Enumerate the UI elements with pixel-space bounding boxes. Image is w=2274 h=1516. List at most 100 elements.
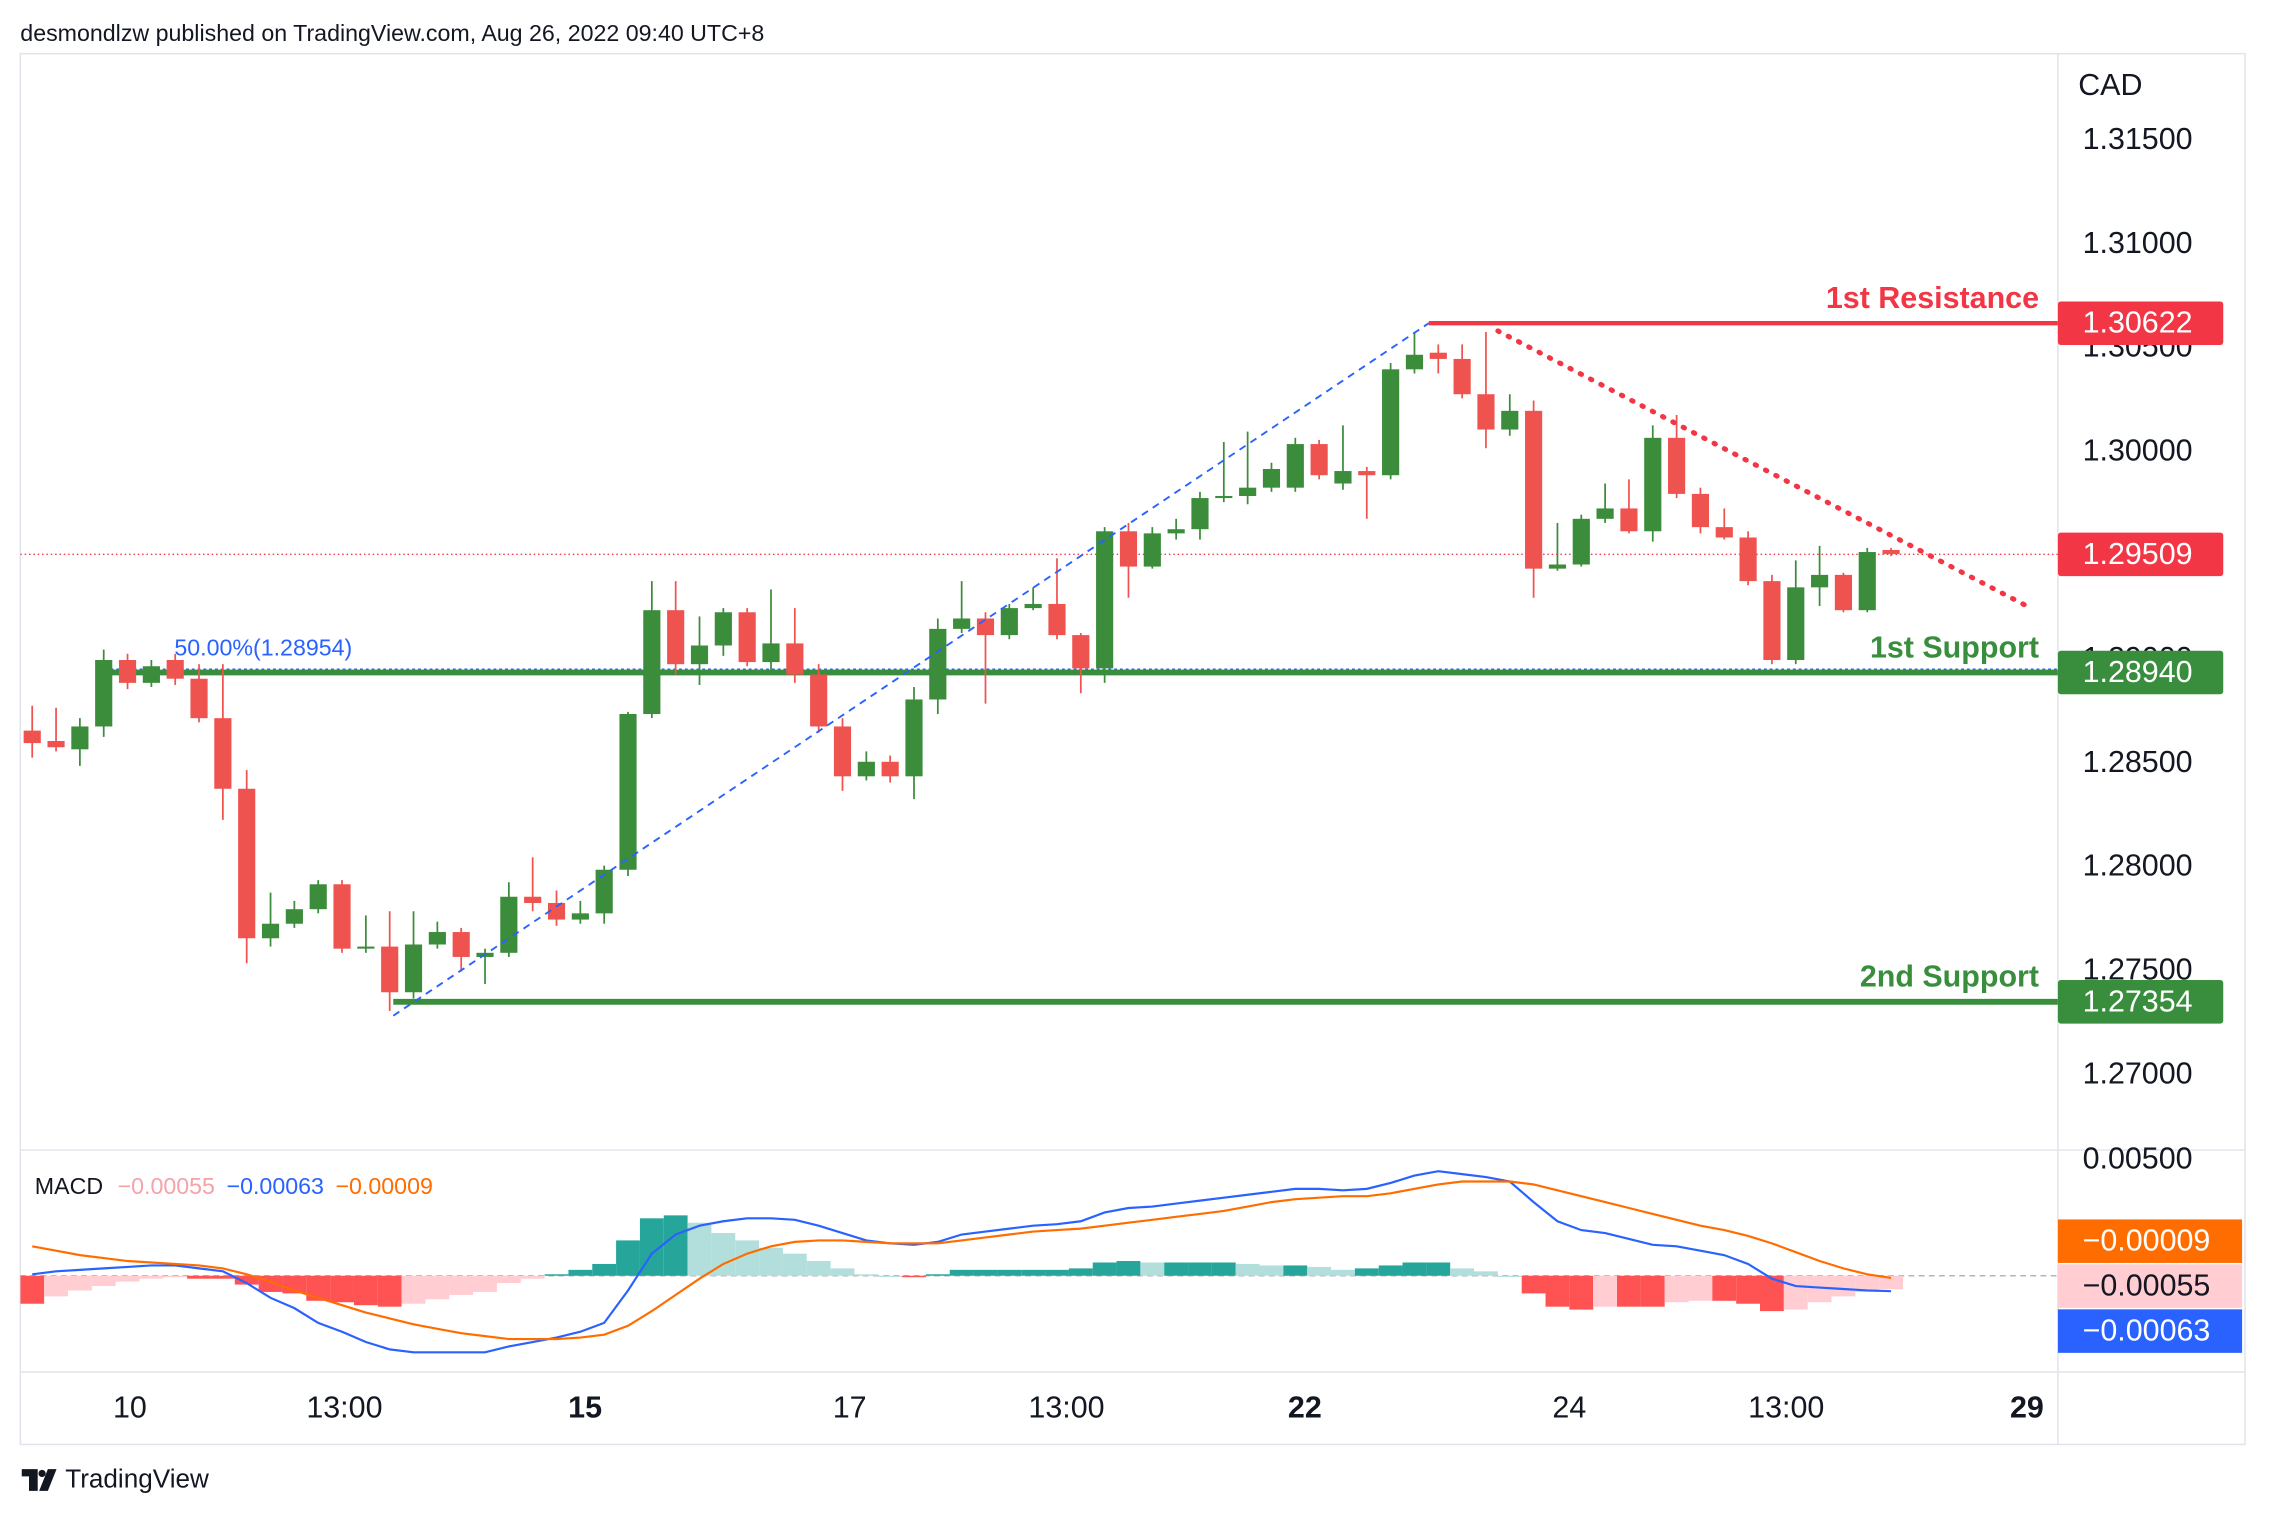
x-tick-label: 10 xyxy=(113,1391,147,1425)
candle-body xyxy=(1858,552,1876,611)
histogram-bar xyxy=(1688,1275,1713,1301)
x-tick-label: 13:00 xyxy=(1748,1391,1824,1425)
histogram-bar xyxy=(1593,1275,1618,1307)
candle-body xyxy=(1048,603,1066,636)
price-label-box xyxy=(2057,532,2224,577)
candle-body xyxy=(214,718,232,789)
candle-body xyxy=(1668,437,1686,494)
candle-body xyxy=(738,612,756,663)
histogram-bar xyxy=(973,1269,998,1276)
candle-body xyxy=(547,902,566,920)
candle-body xyxy=(595,869,613,914)
histogram-bar xyxy=(1664,1275,1689,1303)
histogram-bar xyxy=(878,1275,903,1277)
histogram-bar xyxy=(425,1275,450,1300)
candle-body xyxy=(500,896,518,953)
histogram-bar xyxy=(1521,1275,1546,1294)
macd-title: MACD xyxy=(35,1173,103,1199)
chart-frame xyxy=(19,52,2246,1446)
macd-pane xyxy=(20,1170,2058,1354)
candle-body xyxy=(1811,574,1829,588)
candle-body xyxy=(428,932,446,945)
histogram-bar xyxy=(997,1269,1022,1276)
candle-body xyxy=(452,932,470,957)
histogram-bar xyxy=(925,1274,950,1276)
candle-body xyxy=(1834,574,1853,611)
histogram-bar xyxy=(830,1268,855,1276)
histogram-bar xyxy=(520,1275,545,1279)
histogram-bar xyxy=(353,1275,378,1306)
candle-body xyxy=(190,678,208,719)
candle-body xyxy=(524,896,542,903)
histogram-bar xyxy=(1450,1268,1475,1276)
candle-body xyxy=(1501,410,1519,430)
histogram-bar xyxy=(1164,1262,1189,1276)
legend-value: −0.00063 xyxy=(227,1173,324,1199)
histogram-bar xyxy=(330,1275,354,1303)
histogram-bar xyxy=(1045,1269,1069,1276)
candle-body xyxy=(905,699,923,777)
histogram-bar xyxy=(949,1269,974,1276)
histogram-bar xyxy=(1736,1275,1761,1304)
histogram-bar xyxy=(1497,1275,1522,1277)
y-tick-label: 1.31000 xyxy=(2083,226,2193,260)
histogram-bar xyxy=(115,1275,140,1282)
histogram-bar xyxy=(1188,1262,1212,1276)
candle-body xyxy=(667,610,685,665)
price-label: 1.30622 xyxy=(2083,306,2193,340)
x-tick-label: 29 xyxy=(2010,1391,2044,1425)
price-pane: 50.00%(1.28954) 1st Resistance 1st Support… xyxy=(20,281,2058,1017)
histogram-bar xyxy=(735,1240,760,1276)
histogram-bar xyxy=(592,1263,617,1276)
histogram-bar xyxy=(1879,1275,1904,1290)
macd-value-box xyxy=(2057,1264,2243,1308)
candle-body xyxy=(1429,352,1447,359)
price-label-box xyxy=(2057,980,2224,1024)
trend-line xyxy=(392,322,1430,1017)
histogram-bar xyxy=(1092,1262,1117,1276)
candle-body xyxy=(1310,444,1328,476)
candle-body xyxy=(1191,498,1209,530)
histogram-bar xyxy=(91,1275,116,1287)
histogram-bar xyxy=(1378,1265,1403,1276)
candle-body xyxy=(1358,471,1376,476)
histogram-bar xyxy=(1474,1271,1498,1276)
candle-body xyxy=(1143,533,1161,567)
histogram-bar xyxy=(496,1275,521,1284)
histogram-bar xyxy=(1426,1262,1451,1276)
histogram-bar xyxy=(1140,1262,1165,1276)
candle-body xyxy=(1882,549,1900,555)
legend-value: −0.00055 xyxy=(118,1173,215,1199)
candle-body xyxy=(1024,603,1042,609)
candle-body xyxy=(762,643,780,663)
histogram-bar xyxy=(473,1275,497,1292)
histogram-bar xyxy=(568,1269,593,1276)
histogram-bar xyxy=(1760,1275,1784,1312)
tradingview-logo[interactable] xyxy=(21,1469,57,1491)
candle-body xyxy=(1262,468,1281,488)
publish-header: desmondlzw published on TradingView.com,… xyxy=(20,20,764,46)
candle-body xyxy=(833,726,852,777)
candle-body xyxy=(1167,529,1185,534)
histogram-bar xyxy=(1545,1275,1570,1307)
histogram-bar xyxy=(1855,1275,1880,1292)
histogram-bar xyxy=(44,1275,68,1297)
candle-body xyxy=(285,909,303,924)
candle-body xyxy=(1405,354,1424,370)
candle-body xyxy=(1477,394,1495,430)
candle-body xyxy=(381,946,399,993)
logo-dot xyxy=(38,1469,46,1478)
candle-body xyxy=(1215,495,1233,499)
macd-tick-label: 0.00500 xyxy=(2083,1141,2193,1175)
candle-body xyxy=(953,618,971,629)
macd-value-label: −0.00009 xyxy=(2083,1224,2211,1258)
candle-body xyxy=(95,660,113,727)
candle-body xyxy=(1715,527,1733,538)
candle-body xyxy=(238,788,256,939)
histogram-bar xyxy=(1831,1275,1856,1297)
candle-body xyxy=(1334,471,1352,484)
histogram-bar xyxy=(1783,1275,1808,1310)
candle-body xyxy=(142,666,160,683)
fib-label: 50.00%(1.28954) xyxy=(174,634,352,660)
